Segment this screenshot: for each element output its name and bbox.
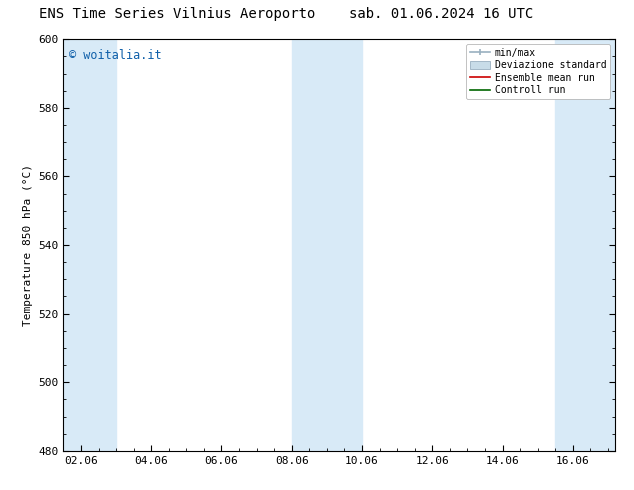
Legend: min/max, Deviazione standard, Ensemble mean run, Controll run: min/max, Deviazione standard, Ensemble m… <box>467 44 610 99</box>
Bar <box>63 39 116 451</box>
Y-axis label: Temperature 850 hPa (°C): Temperature 850 hPa (°C) <box>23 164 33 326</box>
Bar <box>555 39 615 451</box>
Text: © woitalia.it: © woitalia.it <box>69 49 162 63</box>
Text: ENS Time Series Vilnius Aeroporto: ENS Time Series Vilnius Aeroporto <box>39 7 316 22</box>
Bar <box>292 39 362 451</box>
Text: sab. 01.06.2024 16 UTC: sab. 01.06.2024 16 UTC <box>349 7 533 22</box>
